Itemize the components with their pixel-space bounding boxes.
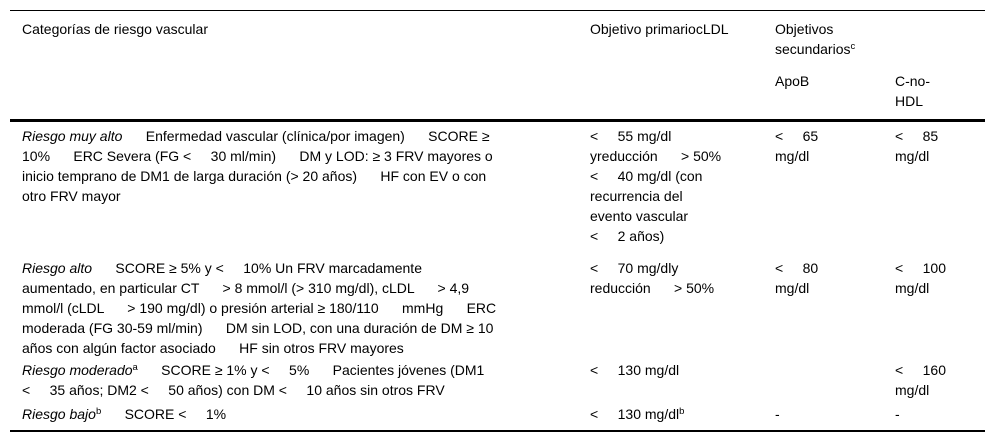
- cell-category-riesgo-muy-alto: Riesgo muy alto Enfermedad vascular (clí…: [22, 128, 493, 204]
- cell-apob-riesgo-alto: < 80 mg/dl: [775, 260, 819, 296]
- table-body: Riesgo muy alto Enfermedad vascular (clí…: [10, 121, 985, 432]
- cell-apob-riesgo-bajo: -: [775, 406, 780, 422]
- cell-category-riesgo-alto: Riesgo alto SCORE ≥ 5% y < 10% Un FRV ma…: [22, 260, 497, 356]
- table-row-riesgo-alto: Riesgo alto SCORE ≥ 5% y < 10% Un FRV ma…: [10, 254, 985, 358]
- table-row-riesgo-bajo: Riesgo bajob SCORE < 1% < 130 mg/dlb - -: [10, 400, 985, 431]
- cell-category-riesgo-bajo: Riesgo bajob SCORE < 1%: [22, 406, 227, 422]
- vascular-risk-table: Categorías de riesgo vascular Objetivo p…: [10, 10, 985, 432]
- cell-c-no-hdl-riesgo-alto: < 100 mg/dl: [895, 260, 946, 296]
- header-apob: ApoB: [775, 73, 810, 89]
- table-row-riesgo-moderado: Riesgo moderadoa SCORE ≥ 1% y < 5% Pacie…: [10, 358, 985, 400]
- cell-apob-riesgo-muy-alto: < 65 mg/dl: [775, 128, 819, 164]
- table-row-riesgo-muy-alto: Riesgo muy alto Enfermedad vascular (clí…: [10, 121, 985, 255]
- cell-apob-riesgo-moderado: [763, 358, 883, 400]
- cell-primary-riesgo-bajo: < 130 mg/dlb: [590, 406, 685, 422]
- cell-category-riesgo-moderado: Riesgo moderadoa SCORE ≥ 1% y < 5% Pacie…: [22, 362, 485, 398]
- header-c-no-hdl: C-no- HDL: [895, 73, 931, 109]
- cell-primary-riesgo-alto: < 70 mg/dly reducción > 50%: [590, 260, 715, 296]
- header-row-main: Categorías de riesgo vascular Objetivo p…: [10, 11, 985, 60]
- table-header: Categorías de riesgo vascular Objetivo p…: [10, 11, 985, 121]
- header-primary-objective-cldl: Objetivo primariocLDL: [590, 21, 729, 37]
- cell-c-no-hdl-riesgo-moderado: < 160 mg/dl: [895, 362, 946, 398]
- header-secondary-objectives: Objetivos secundariosc: [775, 21, 856, 57]
- cell-c-no-hdl-riesgo-muy-alto: < 85 mg/dl: [895, 128, 939, 164]
- header-categories: Categorías de riesgo vascular: [22, 21, 208, 37]
- cell-c-no-hdl-riesgo-bajo: -: [895, 406, 900, 422]
- cell-primary-riesgo-muy-alto: < 55 mg/dl yreducción > 50% < 40 mg/dl (…: [590, 128, 722, 244]
- cell-primary-riesgo-moderado: < 130 mg/dl: [590, 362, 680, 378]
- header-row-sub: ApoB C-no- HDL: [10, 59, 985, 121]
